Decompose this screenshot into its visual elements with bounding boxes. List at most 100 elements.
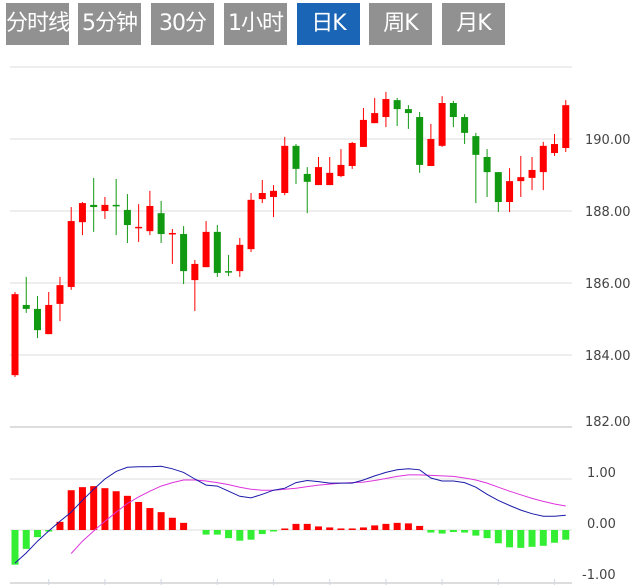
macd-histogram-bar	[123, 495, 131, 530]
candle-up	[506, 181, 514, 202]
candle-down	[22, 304, 30, 309]
macd-histogram-bar	[539, 530, 547, 546]
macd-histogram-bar	[314, 526, 322, 530]
price-tick-label: 190.00	[585, 133, 631, 148]
candle-up	[101, 204, 109, 211]
candle-up	[427, 139, 435, 166]
macd-tick-label: -1.00	[582, 568, 616, 583]
candle-up	[281, 145, 289, 193]
candle-up	[438, 103, 446, 146]
macd-histogram-bar	[494, 530, 502, 544]
candle-down	[461, 117, 469, 133]
tab-daily-k[interactable]: 日K	[297, 3, 360, 45]
candle-up	[337, 164, 345, 177]
candle-up	[382, 99, 390, 118]
macd-tick-label: 1.00	[587, 466, 616, 481]
tab-minute-line[interactable]: 分时线	[6, 3, 70, 45]
macd-histogram-bar	[427, 530, 435, 533]
macd-histogram-bar	[112, 491, 120, 530]
candle-up	[371, 113, 379, 124]
candle-down	[393, 100, 401, 110]
candle-down	[112, 204, 120, 207]
candle-down	[123, 209, 131, 226]
macd-histogram-bar	[157, 512, 165, 530]
macd-histogram-bar	[258, 530, 266, 535]
candle-up	[528, 169, 536, 178]
macd-histogram-bar	[101, 488, 109, 530]
tab-monthly-k[interactable]: 月K	[442, 3, 505, 45]
candle-down	[213, 231, 221, 273]
macd-histogram-bar	[404, 523, 412, 530]
macd-histogram-bar	[11, 530, 19, 565]
candle-up	[551, 144, 559, 154]
macd-histogram-bar	[337, 528, 345, 530]
macd-histogram-bar	[202, 530, 210, 535]
period-tabs: 分时线 5分钟 30分钟 1小时 日K 周K 月K	[0, 0, 634, 78]
candle-up	[191, 263, 199, 281]
candle-down	[292, 145, 300, 169]
candle-down	[472, 136, 480, 155]
macd-histogram-bar	[472, 530, 480, 536]
candle-up	[270, 190, 278, 197]
macd-histogram-bar	[22, 530, 30, 549]
candle-up	[146, 205, 154, 232]
macd-histogram-bar	[67, 490, 75, 530]
candle-up	[359, 119, 367, 147]
candle-down	[303, 173, 311, 182]
candle-up	[11, 294, 19, 376]
candle-up	[539, 145, 547, 173]
candle-down	[449, 103, 457, 118]
candle-down	[157, 213, 165, 235]
tab-weekly-k[interactable]: 周K	[369, 3, 432, 45]
candle-up	[202, 231, 210, 268]
macd-histogram-bar	[270, 530, 278, 532]
price-tick-label: 186.00	[585, 277, 631, 292]
price-tick-label: 182.00	[585, 415, 631, 430]
macd-histogram-bar	[393, 522, 401, 530]
macd-histogram-bar	[303, 523, 311, 530]
macd-histogram-bar	[213, 530, 221, 535]
macd-histogram-bar	[225, 530, 233, 539]
candle-up	[247, 199, 255, 250]
macd-histogram-bar	[281, 528, 289, 530]
macd-histogram-bar	[359, 527, 367, 530]
candle-up	[168, 232, 176, 235]
price-tick-label: 188.00	[585, 205, 631, 220]
candle-up	[45, 304, 53, 335]
macd-histogram-bar	[506, 530, 514, 548]
candle-down	[404, 109, 412, 114]
candle-down	[180, 234, 188, 272]
candle-up	[348, 142, 356, 166]
candle-down	[416, 117, 424, 165]
macd-histogram-bar	[78, 487, 86, 530]
tab-30min[interactable]: 30分钟	[151, 3, 214, 78]
macd-histogram-bar	[236, 530, 244, 541]
candle-down	[225, 271, 233, 273]
candle-up	[56, 285, 64, 304]
candle-down	[33, 308, 41, 331]
candle-up	[135, 226, 143, 229]
macd-histogram-bar	[461, 530, 469, 533]
macd-histogram-bar	[528, 530, 536, 547]
macd-histogram-bar	[90, 486, 98, 530]
tab-1hour[interactable]: 1小时	[224, 3, 287, 45]
macd-histogram-bar	[438, 530, 446, 534]
macd-histogram-bar	[382, 523, 390, 530]
price-tick-label: 184.00	[585, 349, 631, 364]
candle-up	[562, 105, 570, 148]
macd-tick-label: 0.00	[587, 517, 616, 532]
candle-up	[314, 167, 322, 186]
macd-histogram-bar	[135, 501, 143, 530]
macd-histogram-bar	[517, 530, 525, 548]
dif-line	[14, 465, 566, 564]
macd-histogram-bar	[146, 508, 154, 530]
candle-up	[67, 221, 75, 287]
candle-down	[494, 172, 502, 202]
macd-histogram-bar	[33, 530, 41, 538]
tab-5min[interactable]: 5分钟	[78, 3, 141, 45]
macd-histogram-bar	[551, 530, 559, 543]
candle-up	[517, 177, 525, 182]
candle-down	[483, 157, 491, 173]
candle-down	[90, 204, 98, 208]
